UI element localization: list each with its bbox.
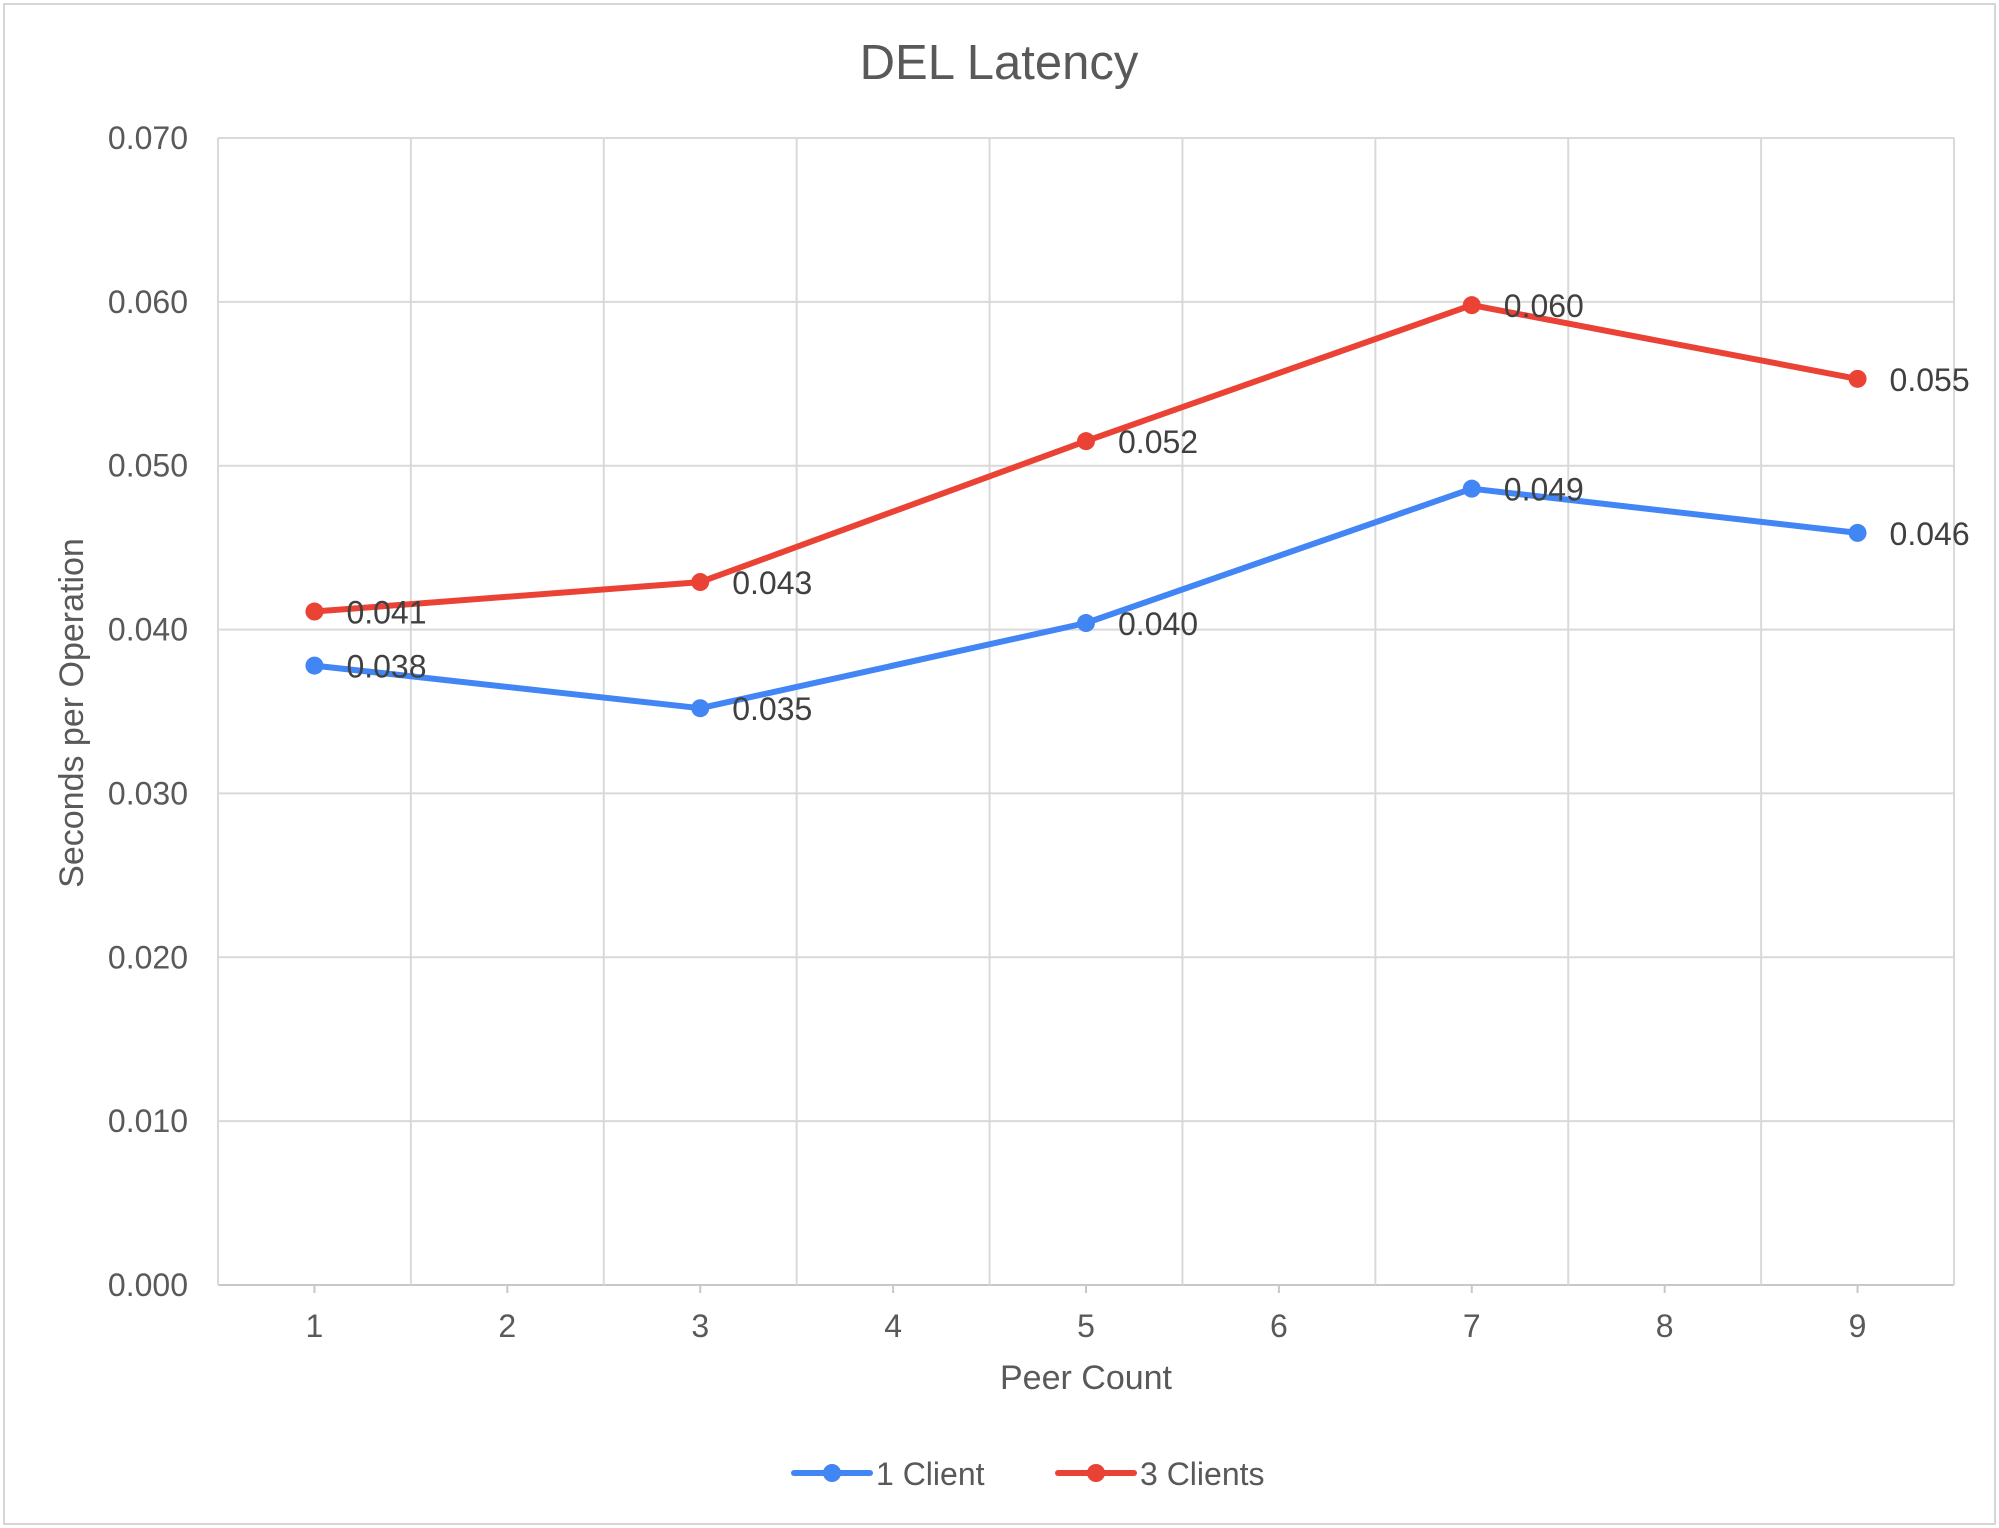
legend: 1 Client 3 Clients [791, 1456, 1265, 1492]
data-label: 0.055 [1890, 362, 1970, 398]
data-label: 0.040 [1118, 606, 1198, 642]
x-tick-label: 6 [1270, 1308, 1288, 1344]
x-tick-label: 2 [498, 1308, 516, 1344]
chart-frame [3, 3, 1996, 1525]
y-tick-label: 0.050 [108, 448, 188, 484]
data-label: 0.035 [732, 691, 812, 727]
data-point [691, 573, 710, 592]
y-tick-label: 0.030 [108, 775, 188, 811]
series-1-client: 0.038 0.035 0.040 0.049 0.046 [305, 472, 1970, 727]
y-tick-label: 0.070 [108, 120, 188, 156]
data-label: 0.038 [346, 649, 426, 685]
data-label: 0.060 [1504, 288, 1584, 324]
chart-title: DEL Latency [860, 36, 1139, 90]
data-label: 0.046 [1890, 516, 1970, 552]
data-point [305, 602, 324, 621]
data-label: 0.052 [1118, 424, 1198, 460]
x-tick-label: 7 [1463, 1308, 1481, 1344]
x-axis-ticks: 1 2 3 4 5 6 7 8 9 [306, 1308, 1867, 1344]
y-axis-ticks: 0.000 0.010 0.020 0.030 0.040 0.050 0.060 0.070 [108, 120, 188, 1303]
data-label: 0.043 [732, 565, 812, 601]
y-tick-label: 0.060 [108, 284, 188, 320]
y-tick-label: 0.000 [108, 1267, 188, 1303]
grid-lines [217, 137, 1955, 1293]
x-tick-label: 9 [1849, 1308, 1867, 1344]
legend-marker-swatch [823, 1464, 841, 1482]
legend-label: 1 Client [876, 1456, 985, 1492]
x-tick-label: 1 [306, 1308, 324, 1344]
data-label: 0.049 [1504, 472, 1584, 508]
series-line [311, 302, 1861, 615]
data-point [1462, 296, 1481, 315]
legend-item: 3 Clients [1055, 1456, 1265, 1492]
x-tick-label: 8 [1656, 1308, 1674, 1344]
x-tick-label: 3 [691, 1308, 709, 1344]
legend-item: 1 Client [791, 1456, 985, 1492]
series-3-clients: 0.041 0.043 0.052 0.060 0.055 [305, 288, 1970, 631]
data-point [691, 699, 710, 718]
legend-label: 3 Clients [1140, 1456, 1265, 1492]
data-point [1848, 523, 1867, 542]
data-point [1462, 479, 1481, 498]
data-point [305, 656, 324, 675]
series-line [311, 485, 1861, 712]
legend-marker-swatch [1087, 1464, 1105, 1482]
data-point [1848, 369, 1867, 388]
x-tick-label: 4 [884, 1308, 902, 1344]
y-axis-title: Seconds per Operation [53, 538, 91, 888]
x-axis-title: Peer Count [1000, 1359, 1173, 1397]
y-tick-label: 0.020 [108, 939, 188, 975]
y-tick-label: 0.040 [108, 612, 188, 648]
series-layer: 0.038 0.035 0.040 0.049 0.046 0.041 0.043 0.052… [305, 288, 1970, 727]
data-point [1077, 614, 1095, 633]
x-tick-label: 5 [1077, 1308, 1095, 1344]
data-point [1077, 432, 1095, 451]
y-tick-label: 0.010 [108, 1103, 188, 1139]
data-label: 0.041 [346, 595, 426, 631]
